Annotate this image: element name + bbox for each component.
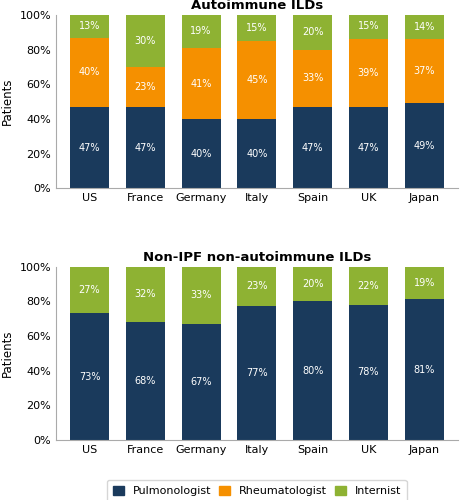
- Bar: [182, 119, 220, 188]
- Text: 33%: 33%: [302, 74, 323, 84]
- Text: 20%: 20%: [302, 279, 323, 289]
- Bar: [405, 266, 444, 300]
- Bar: [405, 104, 444, 188]
- Legend: Pulmonologist, Rheumatologist, Internist: Pulmonologist, Rheumatologist, Internist: [107, 480, 407, 500]
- Bar: [293, 50, 332, 107]
- Text: 14%: 14%: [413, 22, 435, 32]
- Bar: [70, 266, 109, 314]
- Bar: [349, 304, 388, 440]
- Text: 13%: 13%: [79, 22, 100, 32]
- Bar: [349, 40, 388, 107]
- Text: 19%: 19%: [191, 26, 212, 36]
- Bar: [405, 15, 444, 40]
- Bar: [126, 67, 165, 107]
- Bar: [349, 266, 388, 304]
- Text: 40%: 40%: [191, 149, 212, 159]
- Bar: [405, 40, 444, 104]
- Bar: [182, 324, 220, 440]
- Bar: [70, 15, 109, 38]
- Text: 80%: 80%: [302, 366, 323, 376]
- Text: 30%: 30%: [134, 36, 156, 46]
- Text: 67%: 67%: [191, 377, 212, 387]
- Bar: [293, 266, 332, 301]
- Bar: [126, 322, 165, 440]
- Bar: [237, 15, 276, 41]
- Bar: [126, 266, 165, 322]
- Text: 73%: 73%: [79, 372, 100, 382]
- Bar: [349, 107, 388, 188]
- Bar: [293, 301, 332, 440]
- Bar: [237, 41, 276, 119]
- Text: 19%: 19%: [413, 278, 435, 288]
- Bar: [182, 48, 220, 119]
- Text: 15%: 15%: [358, 22, 379, 32]
- Text: 49%: 49%: [413, 141, 435, 151]
- Bar: [237, 306, 276, 440]
- Text: 33%: 33%: [191, 290, 212, 300]
- Y-axis label: Patients: Patients: [1, 330, 14, 377]
- Text: 20%: 20%: [302, 28, 323, 38]
- Bar: [182, 266, 220, 324]
- Bar: [126, 15, 165, 67]
- Text: 78%: 78%: [358, 368, 379, 378]
- Bar: [126, 107, 165, 188]
- Text: 22%: 22%: [358, 280, 379, 290]
- Bar: [70, 314, 109, 440]
- Text: 47%: 47%: [302, 142, 323, 152]
- Text: 23%: 23%: [246, 282, 268, 292]
- Bar: [182, 15, 220, 48]
- Text: 40%: 40%: [79, 67, 100, 77]
- Bar: [70, 107, 109, 188]
- Text: 23%: 23%: [134, 82, 156, 92]
- Text: 81%: 81%: [413, 364, 435, 374]
- Y-axis label: Patients: Patients: [1, 78, 14, 126]
- Bar: [405, 300, 444, 440]
- Text: 27%: 27%: [79, 285, 100, 295]
- Bar: [237, 266, 276, 306]
- Bar: [293, 107, 332, 188]
- Text: 41%: 41%: [191, 78, 212, 88]
- Bar: [70, 38, 109, 107]
- Text: 37%: 37%: [413, 66, 435, 76]
- Title: Autoimmune ILDs: Autoimmune ILDs: [191, 0, 323, 12]
- Text: 15%: 15%: [246, 23, 268, 33]
- Text: 47%: 47%: [134, 142, 156, 152]
- Text: 77%: 77%: [246, 368, 268, 378]
- Text: 32%: 32%: [134, 290, 156, 300]
- Text: 47%: 47%: [358, 142, 379, 152]
- Text: 47%: 47%: [79, 142, 100, 152]
- Title: Non-IPF non-autoimmune ILDs: Non-IPF non-autoimmune ILDs: [142, 251, 371, 264]
- Text: 45%: 45%: [246, 75, 268, 85]
- Bar: [349, 14, 388, 40]
- Bar: [237, 119, 276, 188]
- Text: 39%: 39%: [358, 68, 379, 78]
- Text: 68%: 68%: [134, 376, 156, 386]
- Bar: [293, 15, 332, 50]
- Text: 40%: 40%: [246, 149, 268, 159]
